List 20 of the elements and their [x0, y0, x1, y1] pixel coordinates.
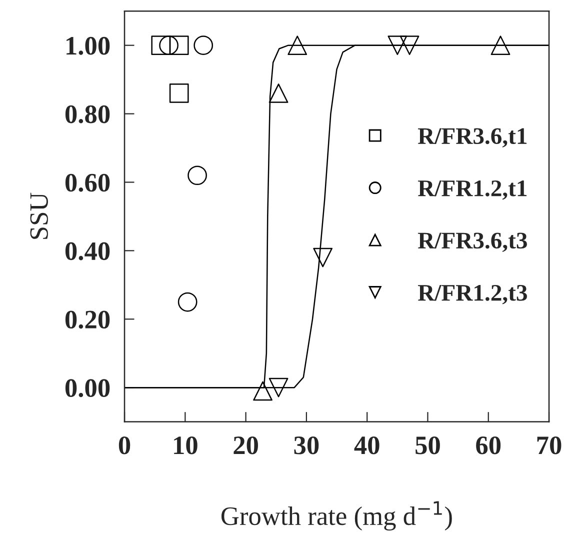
- x-tick-label: 50: [416, 436, 440, 454]
- legend-label: R/FR3.6,t1: [418, 128, 527, 148]
- legend-label: R/FR3.6,t3: [418, 232, 527, 252]
- y-tick-label: 1.00: [66, 36, 110, 55]
- x-tick-label: 0: [118, 436, 130, 454]
- x-tick-label: 30: [294, 436, 319, 454]
- x-tick-label: 70: [537, 436, 562, 454]
- x-tick-label: 20: [234, 436, 258, 454]
- x-tick-label: 40: [354, 436, 380, 454]
- x-tick-label: 60: [476, 436, 501, 454]
- x-tick-label: 10: [174, 436, 198, 454]
- y-tick-label: 0.40: [65, 242, 110, 260]
- x-axis-title: Growth rate (mg d$^{−1}$): [221, 501, 452, 531]
- y-tick-label: 0.00: [65, 379, 110, 398]
- legend-label: R/FR1.2,t1: [418, 180, 527, 200]
- y-tick-label: 0.20: [65, 310, 110, 329]
- legend-label: R/FR1.2,t3: [418, 284, 527, 304]
- y-tick-label: 0.60: [65, 174, 110, 192]
- y-axis-title: SSU: [30, 192, 48, 239]
- y-tick-label: 0.80: [65, 105, 110, 124]
